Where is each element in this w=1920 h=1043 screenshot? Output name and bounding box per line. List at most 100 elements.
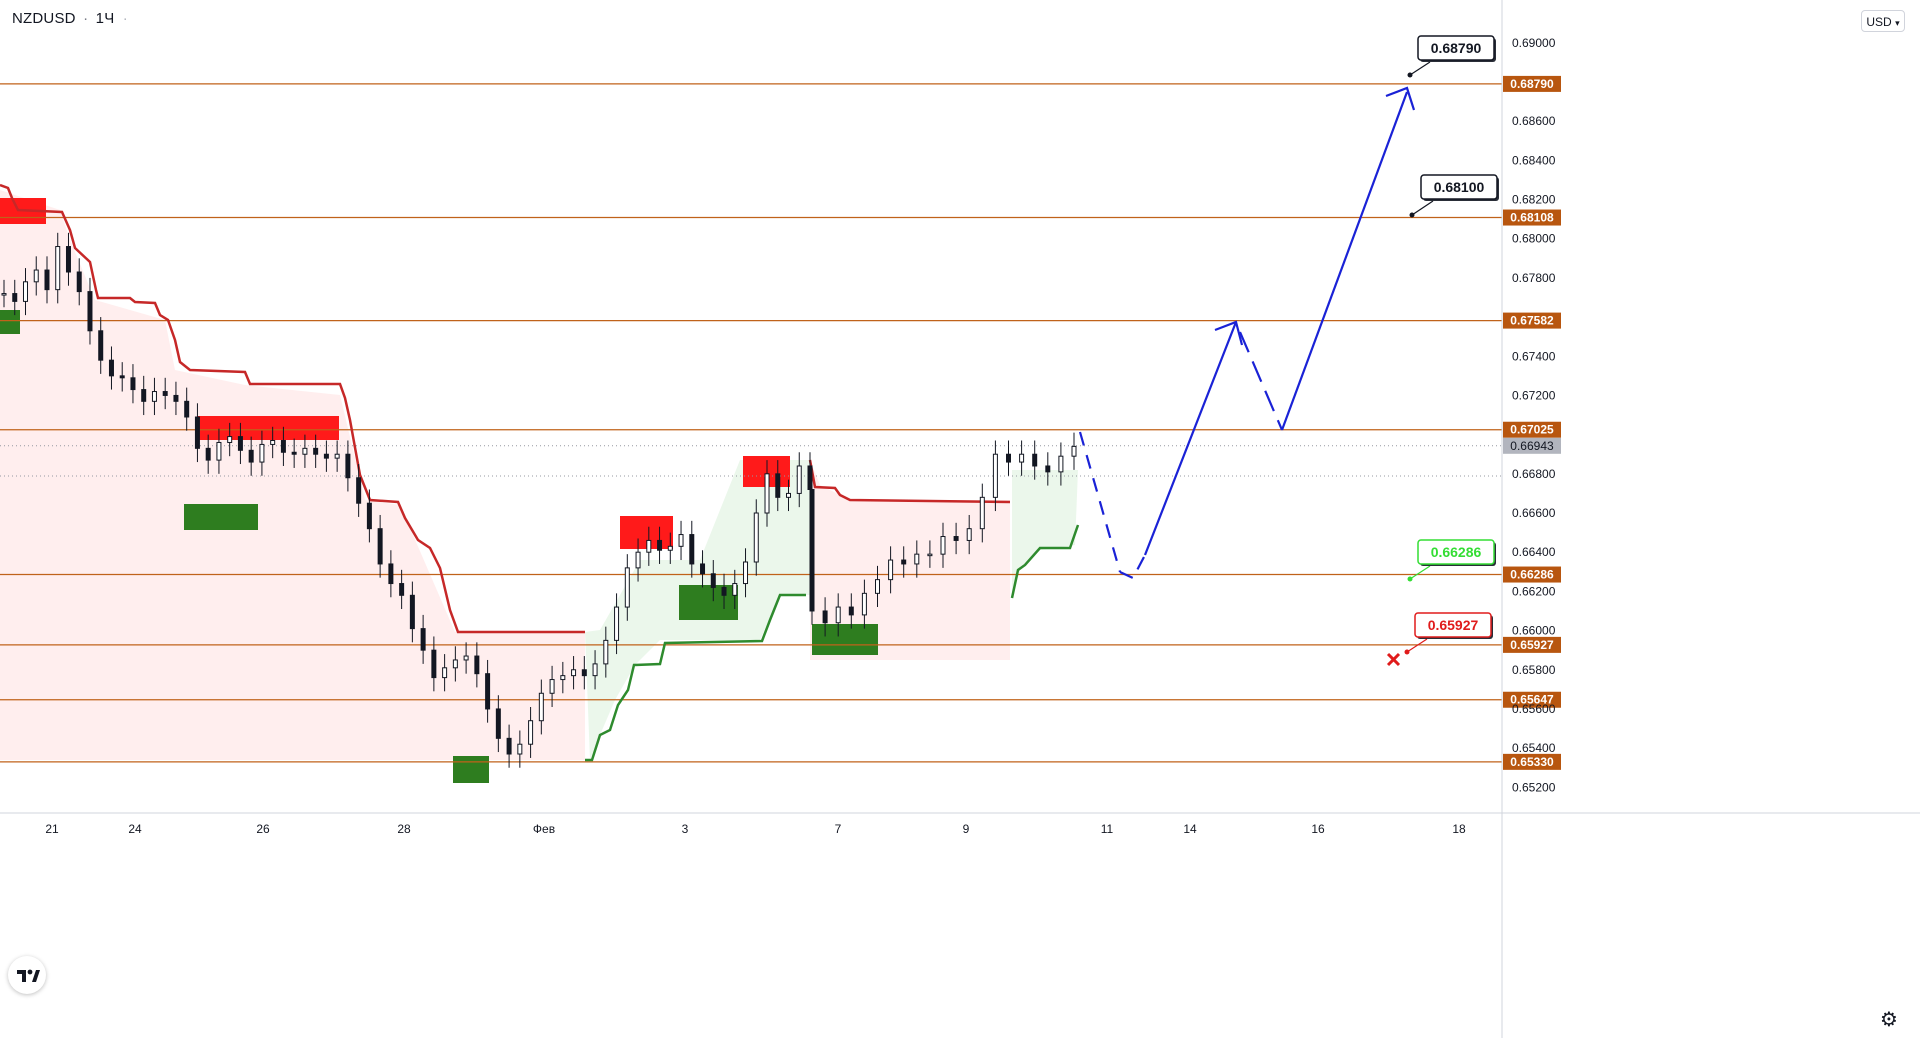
- candle: [420, 628, 426, 651]
- candle: [861, 592, 867, 616]
- currency-dropdown[interactable]: USD ▾: [1861, 10, 1905, 32]
- candle: [592, 663, 598, 677]
- candle: [22, 281, 28, 302]
- price-callout[interactable]: 0.68790: [1407, 35, 1497, 78]
- y-tick-label: 0.66200: [1512, 584, 1556, 598]
- gear-icon[interactable]: ⚙: [1880, 1009, 1898, 1031]
- candle: [409, 594, 415, 630]
- callout-anchor-dot: [1407, 576, 1413, 582]
- level-price-label: 0.67025: [1510, 423, 1554, 437]
- bearish-trailing-stop-line: [0, 183, 585, 634]
- candle: [108, 359, 114, 377]
- callout-label: 0.65927: [1428, 617, 1479, 633]
- y-tick-label: 0.69000: [1512, 36, 1556, 50]
- bearish-trailing-stop-line: [808, 459, 1011, 504]
- interval-label[interactable]: 1Ч: [95, 10, 115, 27]
- symbol-name: NZDUSD: [12, 10, 76, 27]
- price-callout[interactable]: 0.66286: [1407, 539, 1497, 582]
- y-tick-label: 0.65200: [1512, 780, 1556, 794]
- callout-box: [1414, 612, 1492, 638]
- candle: [184, 400, 190, 418]
- forecast-arrowhead: [1214, 320, 1244, 346]
- demand-zone: [679, 585, 738, 620]
- level-price-tag: [1503, 566, 1561, 583]
- candle: [700, 563, 706, 575]
- candle: [216, 441, 222, 461]
- candle: [141, 389, 147, 402]
- candle: [291, 451, 297, 455]
- candle: [334, 453, 340, 459]
- candle: [323, 453, 329, 459]
- callout-pointer: [1406, 638, 1428, 653]
- callout-pointer: [1409, 61, 1431, 76]
- candle: [173, 394, 179, 402]
- header-dot: ·: [122, 10, 128, 27]
- candle: [1071, 445, 1077, 457]
- candle: [55, 246, 61, 291]
- level-price-tag: [1503, 312, 1561, 329]
- symbol-header[interactable]: NZDUSD · 1Ч ·: [12, 10, 128, 27]
- y-tick-label: 0.68600: [1512, 114, 1556, 128]
- price-callout[interactable]: 0.68100: [1409, 174, 1500, 218]
- bullish-trailing-stop-line: [1010, 524, 1080, 599]
- level-price-label: 0.68108: [1510, 211, 1554, 225]
- x-tick-label: 7: [835, 822, 842, 836]
- candle: [270, 440, 276, 445]
- level-price-tag: [1503, 421, 1561, 438]
- candle: [1006, 453, 1011, 463]
- candle: [646, 539, 652, 553]
- y-tick-label: 0.66800: [1512, 467, 1556, 481]
- candle: [888, 559, 894, 581]
- candle: [442, 667, 448, 679]
- callout-box: [1417, 35, 1495, 61]
- x-tick-label: 3: [682, 822, 689, 836]
- candle: [775, 473, 781, 498]
- y-tick-label: 0.68000: [1512, 232, 1556, 246]
- candle: [721, 586, 727, 596]
- x-tick-label: 11: [1101, 822, 1114, 836]
- candle: [313, 447, 319, 455]
- callout-anchor-dot: [1407, 72, 1413, 78]
- level-price-label: 0.65647: [1510, 693, 1554, 707]
- candle: [743, 561, 749, 585]
- level-price-label: 0.66286: [1510, 568, 1554, 582]
- candle: [485, 673, 491, 710]
- candle: [657, 539, 663, 551]
- callout-anchor-dot: [1409, 212, 1415, 218]
- candle: [237, 436, 243, 451]
- current-price-label: 0.66943: [1510, 439, 1554, 453]
- candle: [635, 551, 641, 569]
- candle: [506, 737, 512, 755]
- candle: [248, 449, 254, 463]
- candle: [302, 447, 308, 455]
- candle: [710, 573, 716, 588]
- x-tick-label: 26: [256, 822, 270, 836]
- candle: [1045, 465, 1051, 473]
- callout-pointer: [1409, 565, 1431, 580]
- x-tick-label: 9: [963, 822, 970, 836]
- y-tick-label: 0.66000: [1512, 624, 1556, 638]
- candle: [624, 567, 630, 608]
- x-tick-label: 21: [45, 822, 59, 836]
- y-tick-label: 0.68400: [1512, 153, 1556, 167]
- candle: [12, 293, 18, 302]
- callout-label: 0.68790: [1431, 40, 1482, 56]
- candle: [280, 440, 286, 453]
- price-callout[interactable]: 0.65927: [1404, 612, 1494, 655]
- candle: [366, 502, 372, 530]
- level-price-label: 0.65927: [1510, 638, 1554, 652]
- red-x-stroke: [1386, 652, 1401, 667]
- candle: [356, 477, 362, 504]
- bullish-trailing-stop-line: [585, 593, 806, 762]
- level-price-label: 0.67582: [1510, 314, 1554, 328]
- candle: [914, 553, 920, 565]
- y-tick-label: 0.68200: [1512, 193, 1556, 207]
- demand-zone: [453, 756, 489, 783]
- candle: [581, 669, 587, 677]
- level-price-tag: [1503, 636, 1561, 653]
- tradingview-logo-icon[interactable]: [8, 956, 46, 994]
- x-tick-label: 16: [1311, 822, 1325, 836]
- candle: [753, 512, 759, 563]
